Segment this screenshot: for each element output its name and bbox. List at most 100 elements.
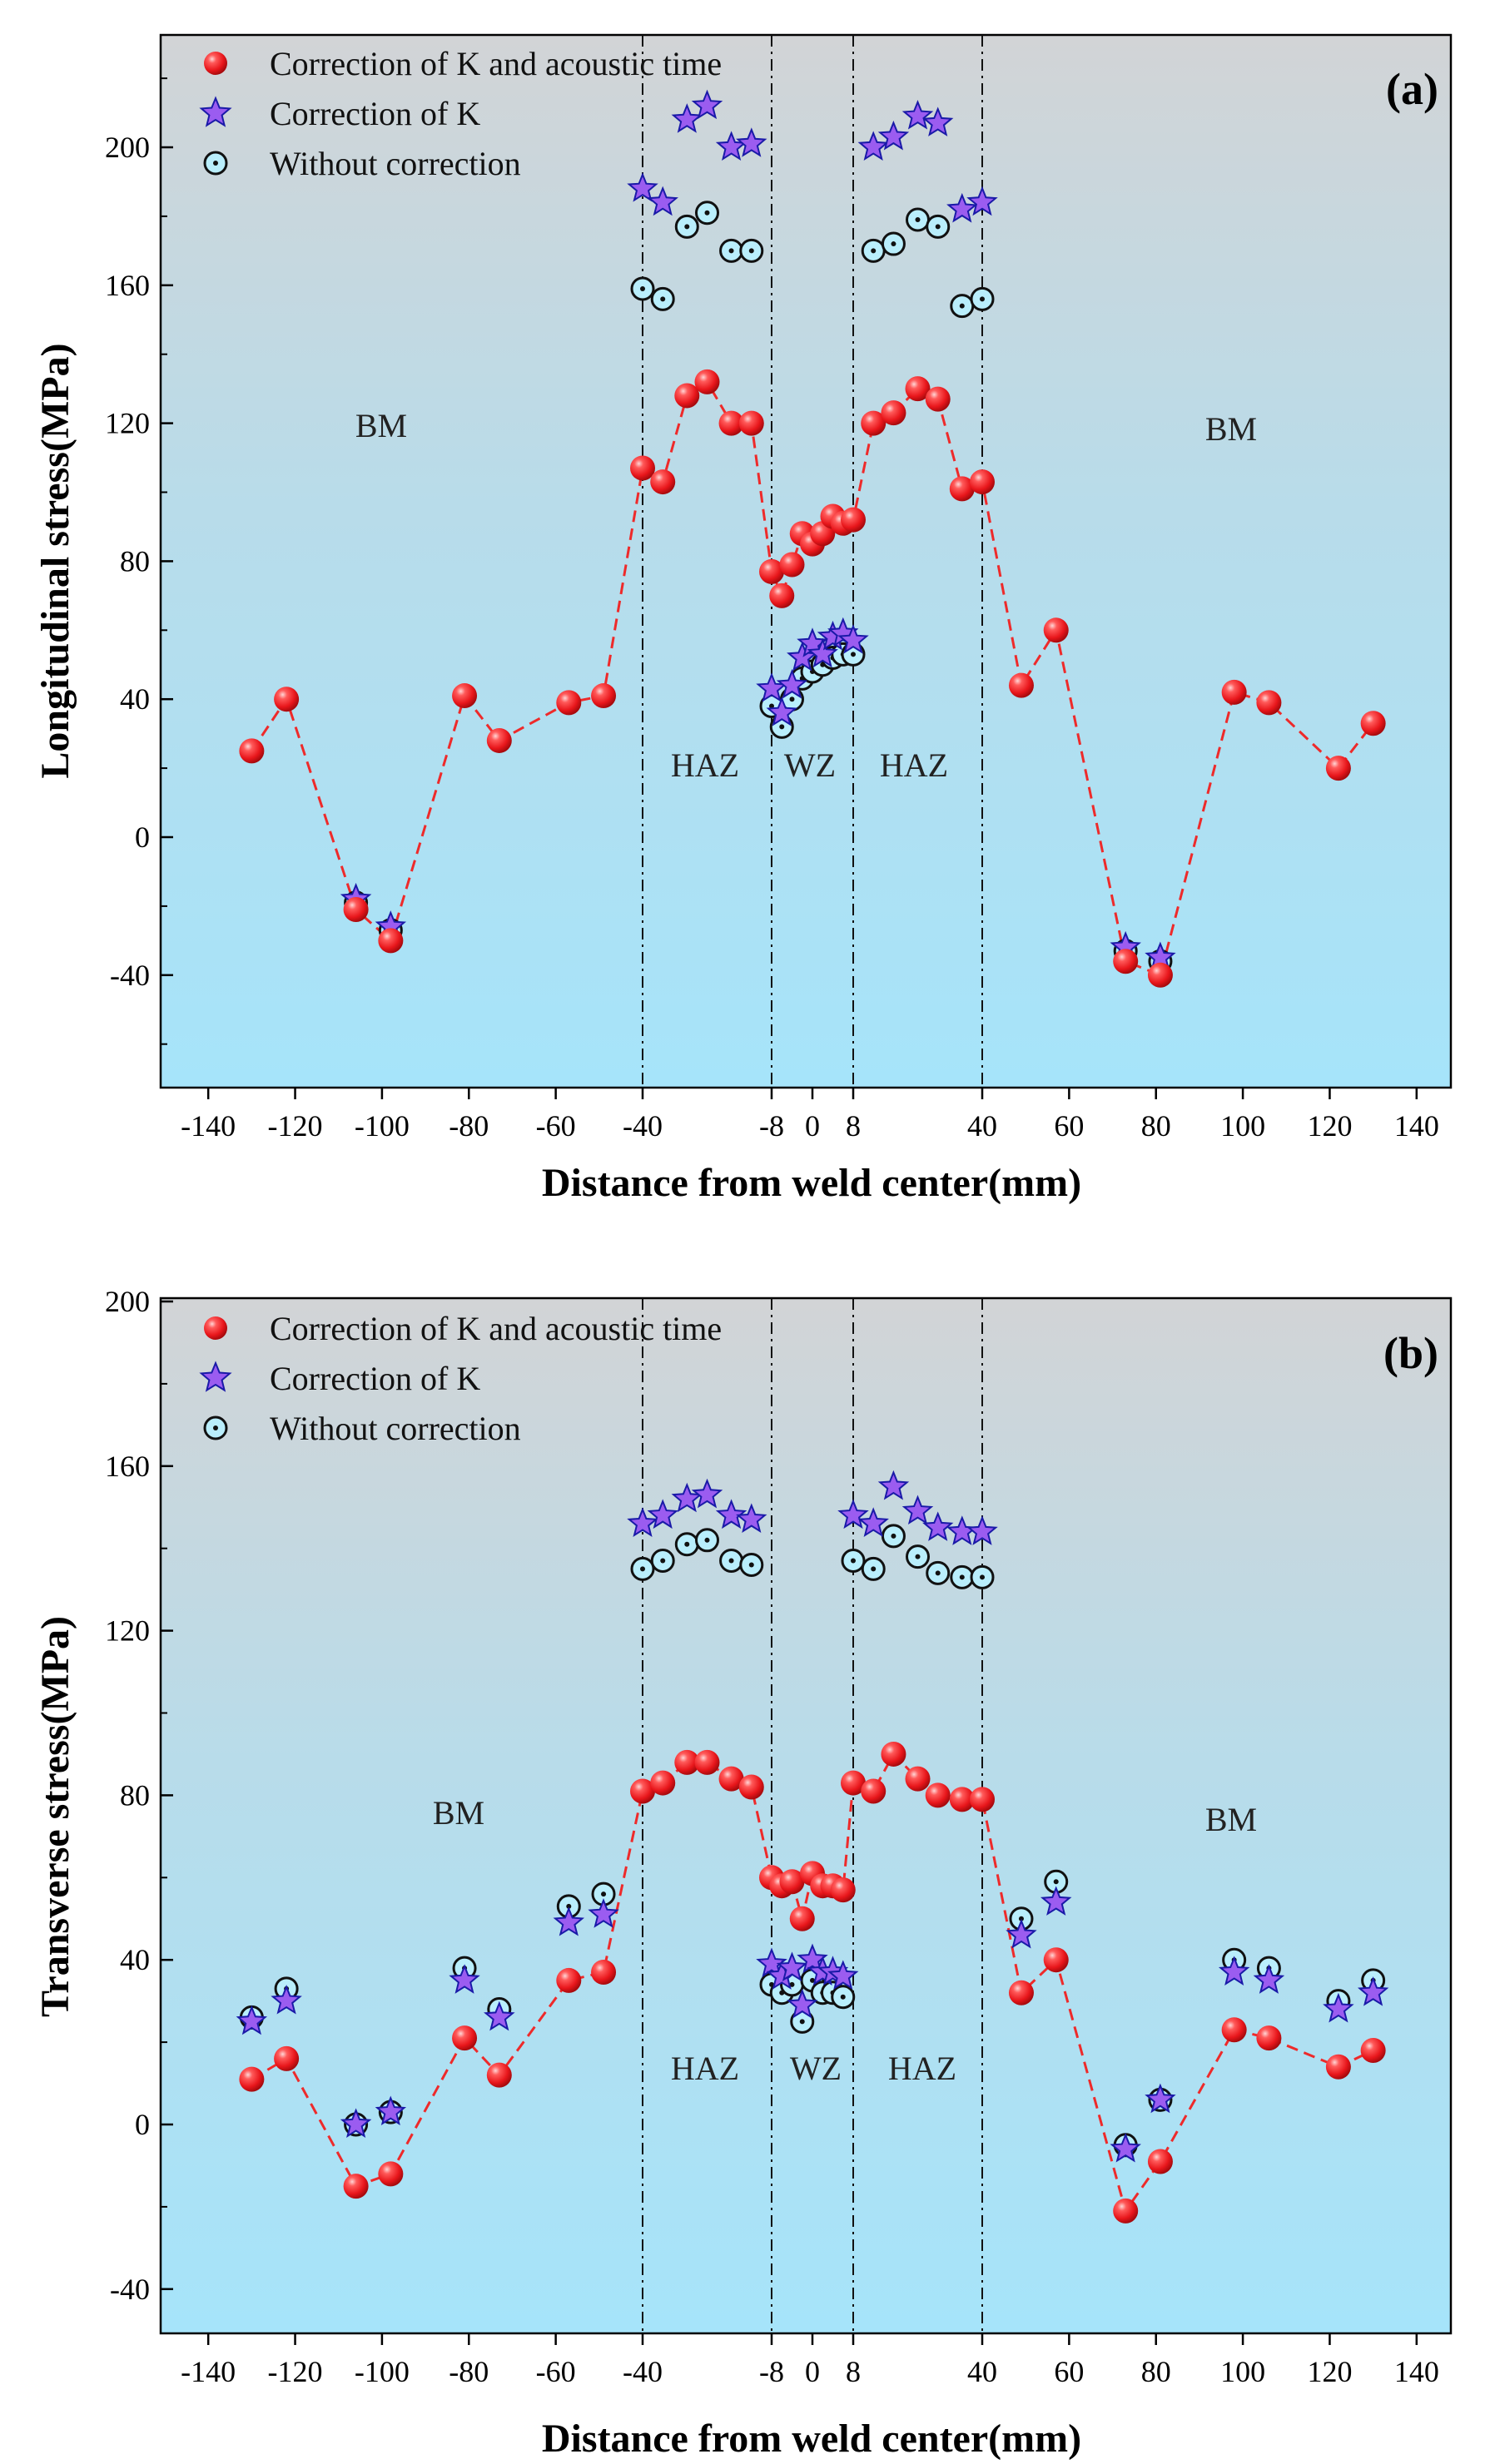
legend-label-red-b: Correction of K and acoustic time [270,1310,722,1347]
x-tick-label: 0 [805,1109,820,1143]
x-tick-label: 140 [1394,1109,1439,1143]
zone-label-haz-right-a: HAZ [880,746,948,784]
point-correction-k-acoustic [591,683,617,709]
point-correction-k-acoustic [378,2161,404,2187]
y-axis-title-a: Longitudinal stress(MPa) [33,343,77,778]
point-correction-k-acoustic [1360,2037,1386,2063]
point-correction-k-acoustic [556,690,582,716]
point-correction-k-acoustic [1325,756,1351,781]
x-tick-label: 120 [1307,1109,1352,1143]
point-correction-k-acoustic [925,386,951,412]
point-correction-k-acoustic [841,507,866,533]
zone-lines-a [642,35,983,1088]
point-correction-k [271,1985,302,2015]
x-tick-label: 8 [846,2355,861,2388]
point-correction-k-acoustic [769,583,795,608]
point-correction-k-acoustic [1147,962,1173,988]
y-tick-label: -40 [110,2273,150,2306]
point-correction-k-acoustic [274,2045,300,2071]
point-correction-k-acoustic [674,383,700,409]
point-correction-k [588,1898,619,1928]
x-tick-label: 8 [846,1109,861,1143]
point-correction-k [857,1507,889,1537]
point-without-correction [881,1524,906,1549]
point-correction-k [966,186,998,216]
x-tick-label: 60 [1054,2355,1084,2388]
point-correction-k [1218,1956,1250,1986]
x-tick-label: -60 [536,1109,576,1143]
zone-label-haz-left-b: HAZ [671,2050,739,2087]
point-correction-k [236,2005,268,2035]
point-correction-k-acoustic [861,410,887,436]
legend-label-circle-a: Without correction [270,145,521,182]
x-tick-label: 80 [1141,2355,1171,2388]
point-correction-k-acoustic [694,1749,720,1775]
point-correction-k-acoustic [486,2062,512,2088]
x-tick-label: 140 [1394,2355,1439,2388]
point-correction-k-acoustic [591,1960,617,1986]
x-tick-label: -140 [181,1109,236,1143]
point-correction-k [340,2108,372,2138]
plot-area-b [159,1296,1453,2335]
point-correction-k [922,1511,954,1541]
point-correction-k [449,1964,480,1994]
point-correction-k [776,1951,808,1981]
point-correction-k-acoustic [274,687,300,712]
point-correction-k-acoustic [452,2025,478,2051]
point-correction-k-acoustic [650,469,676,495]
point-correction-k-acoustic [925,1782,951,1808]
x-tick-label: -60 [536,2355,576,2388]
y-tick-label: 160 [105,269,150,302]
point-correction-k-acoustic [1043,617,1069,643]
point-correction-k-acoustic [1113,2198,1139,2224]
point-without-correction [674,214,699,239]
point-correction-k-acoustic [905,1766,931,1792]
point-correction-k [691,1478,723,1509]
legend-label-star-b: Correction of K [270,1360,480,1397]
point-correction-k-acoustic [343,897,369,923]
point-correction-k [691,89,723,120]
point-correction-k-acoustic [905,376,931,402]
point-without-correction [739,238,764,263]
point-correction-k [1110,2133,1141,2163]
point-without-correction [906,1544,930,1569]
point-without-correction [719,1549,744,1574]
x-tick-label: 40 [967,2355,997,2388]
point-correction-k [484,2000,515,2031]
point-correction-k [797,1943,828,1974]
point-correction-k-acoustic [343,2174,369,2199]
zone-label-bm-left-a: BM [355,407,407,444]
point-correction-k [647,1499,678,1529]
x-axis-b: -140 -120 -100 -80 -60 -40 -8 0 8 40 60 80 100 120 140 [181,2333,1439,2388]
legend-label-star-a: Correction of K [270,95,480,132]
point-correction-k [553,1906,585,1936]
y-tick-label: 0 [135,821,150,854]
legend-marker-red-a [204,52,227,75]
point-correction-k-acoustic [830,1877,856,1903]
point-without-correction [841,1549,866,1574]
point-correction-k-acoustic [1147,2149,1173,2174]
point-without-correction [926,1560,951,1585]
point-without-correction [970,1564,995,1589]
point-correction-k [1253,1964,1285,1994]
x-tick-label: -100 [355,1109,410,1143]
point-correction-k-acoustic [1256,2025,1282,2051]
point-without-correction [861,238,886,263]
point-correction-k-acoustic [970,469,995,495]
point-correction-k [901,100,934,130]
point-correction-k-acoustic [779,1869,805,1895]
point-correction-k-acoustic [970,1787,995,1812]
panel-label-a: (a) [1386,64,1438,114]
y-tick-label: 120 [105,1614,150,1648]
point-correction-k-acoustic [630,1778,655,1804]
y-tick-label: 200 [105,1285,150,1318]
point-correction-k-acoustic [239,2066,265,2092]
point-correction-k-acoustic [486,727,512,753]
x-tick-label: -120 [268,1109,323,1143]
point-correction-k-acoustic [1221,679,1247,705]
point-correction-k [766,697,797,726]
x-tick-label: 60 [1054,1109,1084,1143]
legend-marker-star-a [199,96,232,127]
